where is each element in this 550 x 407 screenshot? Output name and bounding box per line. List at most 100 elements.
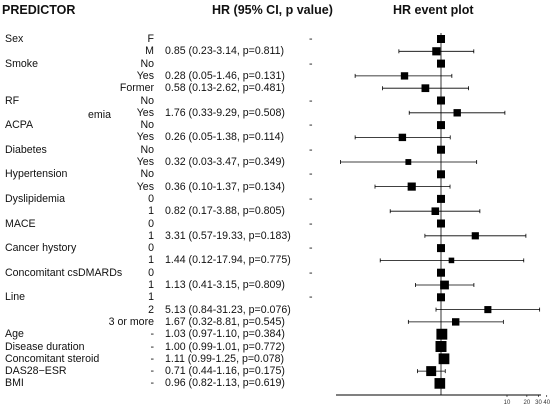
hr-marker — [398, 133, 407, 142]
row-variable: Cancer hystory — [5, 242, 77, 255]
row-dash: - — [309, 217, 313, 230]
row-level: M — [145, 45, 154, 58]
row-level: - — [150, 365, 154, 378]
row-level: Yes — [136, 180, 154, 193]
predictor-header: PREDICTOR — [2, 3, 76, 17]
row-level: 0 — [148, 242, 154, 255]
row-level: No — [140, 168, 154, 181]
row-level: 1 — [148, 279, 154, 291]
row-dash: - — [309, 94, 313, 107]
row-level: 1 — [148, 291, 154, 304]
row-variable: Line — [5, 291, 26, 304]
plot-header: HR event plot — [393, 3, 474, 17]
row-variable: Concomitant csDMARDs — [5, 266, 123, 279]
row-hr-text: 0.26 (0.05-1.38, p=0.114) — [165, 131, 285, 144]
row-dash: - — [309, 266, 313, 279]
hr-marker — [438, 353, 450, 365]
row-level: No — [140, 143, 154, 156]
hr-marker — [484, 306, 492, 314]
row-variable: Diabetes — [5, 143, 47, 156]
reference-marker — [437, 35, 445, 43]
row-level: 0 — [148, 217, 154, 230]
row-hr-text: 1.76 (0.33-9.29, p=0.508) — [165, 106, 285, 119]
row-hr-text: 3.31 (0.57-19.33, p=0.183) — [165, 229, 291, 242]
row-level: 3 or more — [108, 315, 154, 328]
row-hr-text: 0.36 (0.10-1.37, p=0.134) — [165, 180, 285, 193]
row-level: 0 — [148, 266, 154, 279]
hr-marker — [434, 378, 446, 389]
row-level: - — [150, 340, 154, 353]
x-tick-label: 30 — [535, 400, 542, 406]
row-level: 1 — [148, 229, 154, 242]
row-level: No — [140, 119, 154, 132]
x-tick-label: 20 — [524, 400, 531, 406]
row-level: - — [150, 377, 154, 390]
row-hr-text: 0.85 (0.23-3.14, p=0.811) — [165, 45, 285, 58]
row-hr-text: 1.67 (0.32-8.81, p=0.545) — [165, 315, 285, 328]
row-hr-text: 1.00 (0.99-1.01, p=0.772) — [165, 340, 285, 353]
reference-marker — [437, 268, 445, 277]
row-variable: Concomitant steroid — [5, 352, 100, 365]
row-hr-text: 1.13 (0.41-3.15, p=0.809) — [165, 279, 285, 291]
row-level: Yes — [136, 106, 154, 119]
row-dash: - — [309, 242, 313, 255]
hr-marker — [426, 366, 437, 377]
hr-marker — [453, 109, 461, 117]
hr-marker — [421, 84, 430, 93]
row-variable: ACPA — [5, 119, 34, 132]
row-level: Yes — [136, 131, 154, 144]
hr-marker — [440, 280, 449, 290]
hr-marker — [471, 232, 479, 240]
hr-marker — [435, 341, 447, 352]
row-hr-text: 1.44 (0.12-17.94, p=0.775) — [165, 254, 291, 267]
row-hr-text: 5.13 (0.84-31.23, p=0.076) — [165, 303, 291, 316]
row-variable: RF — [5, 94, 20, 107]
row-dash: - — [309, 143, 313, 156]
reference-marker — [437, 121, 445, 130]
hr-marker — [451, 318, 460, 326]
reference-marker — [437, 244, 445, 253]
row-variable: DAS28−ESR — [5, 365, 67, 378]
row-hr-text: 0.58 (0.13-2.62, p=0.481) — [165, 82, 285, 95]
x-tick-label: 10 — [504, 400, 511, 406]
row-level: 1 — [148, 205, 154, 218]
reference-marker — [437, 145, 445, 154]
reference-marker — [437, 170, 445, 179]
row-dash: - — [309, 291, 313, 304]
row-variable: Age — [5, 328, 24, 341]
row-hr-text: 1.11 (0.99-1.25, p=0.078) — [165, 352, 285, 365]
row-variable: Sex — [5, 33, 24, 45]
row-level: - — [150, 352, 154, 365]
hr-marker — [448, 257, 455, 264]
hr-marker — [436, 328, 448, 340]
row-level: Yes — [136, 69, 154, 82]
row-level: F — [147, 33, 154, 45]
row-level: - — [150, 328, 154, 341]
hr-marker — [431, 207, 440, 216]
row-level: No — [140, 94, 154, 107]
hr-marker — [400, 72, 409, 80]
row-variable: Dyslipidemia — [5, 192, 66, 205]
row-variable: Disease duration — [5, 340, 85, 353]
row-hr-text: 0.32 (0.03-3.47, p=0.349) — [165, 156, 285, 168]
hr-marker — [432, 47, 441, 56]
row-level: 2 — [148, 303, 154, 316]
row-level: Former — [119, 82, 154, 95]
row-level: 0 — [148, 192, 154, 205]
row-level: No — [140, 57, 154, 70]
reference-marker — [437, 59, 445, 68]
row-hr-text: 0.96 (0.82-1.13, p=0.619) — [165, 377, 285, 390]
row-dash: - — [309, 168, 313, 181]
row-hr-text: 1.03 (0.97-1.10, p=0.384) — [165, 328, 285, 341]
row-level: Yes — [136, 156, 154, 168]
row-hr-text: 0.28 (0.05-1.46, p=0.131) — [165, 69, 285, 82]
hr-header: HR (95% CI, p value) — [212, 3, 333, 17]
row-variable: MACE — [5, 217, 36, 230]
reference-marker — [437, 293, 445, 302]
row-hr-text: 0.82 (0.17-3.88, p=0.805) — [165, 205, 285, 218]
row-variable: Smoke — [5, 57, 38, 70]
row-level: 1 — [148, 254, 154, 267]
row-variable: Hypertension — [5, 168, 68, 181]
row-dash: - — [309, 192, 313, 205]
